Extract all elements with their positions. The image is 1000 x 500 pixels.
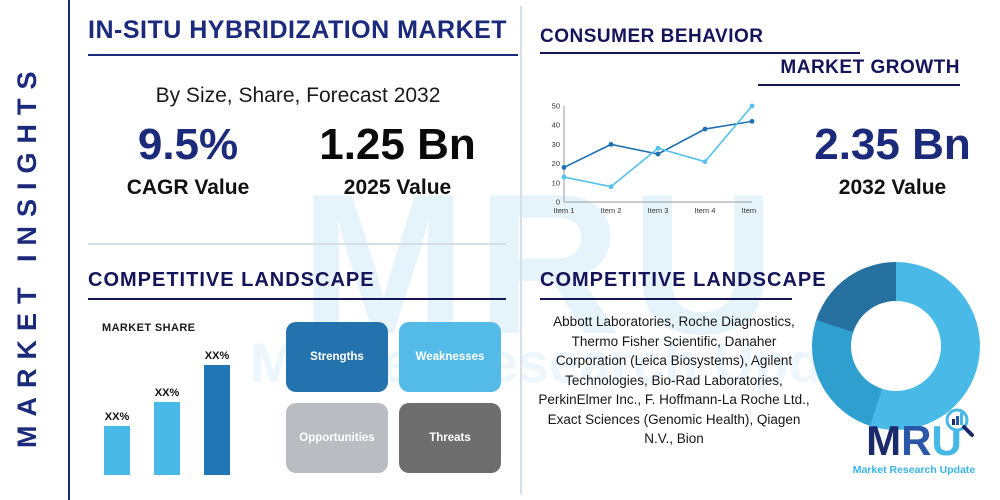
- market-growth-chart: 0 10 20 30 40 50 Item 1 Item 2 Item 3 Item 4 Item …: [552, 102, 757, 216]
- mru-logo-text: MRU: [866, 408, 974, 464]
- svg-text:10: 10: [552, 178, 560, 187]
- side-label-market-insights: MARKET INSIGHTS: [12, 62, 42, 448]
- companies-list: Abbott Laboratories, Roche Diagnostics, …: [538, 314, 810, 447]
- left-accent-line: [68, 0, 70, 500]
- competitive-landscape-left-underline: [88, 298, 506, 300]
- competitive-landscape-right-underline: [540, 298, 792, 300]
- bar-rect: [204, 365, 230, 475]
- cagr-value: 9.5%: [137, 120, 239, 169]
- value-2025-label: 2025 Value: [343, 176, 452, 200]
- swot-cell: Weaknesses: [399, 322, 501, 392]
- svg-text:Item 3: Item 3: [648, 206, 669, 215]
- bar-label: XX%: [204, 350, 230, 362]
- svg-text:Item 1: Item 1: [554, 206, 575, 215]
- svg-text:50: 50: [552, 102, 560, 111]
- swot-cell: Threats: [399, 403, 501, 473]
- market-share-bar: XX%: [204, 350, 230, 475]
- svg-text:Item 4: Item 4: [695, 206, 716, 215]
- page-title: IN-SITU HYBRIDIZATION MARKET: [88, 16, 508, 44]
- svg-text:0: 0: [556, 198, 560, 207]
- donut-hole: [851, 301, 941, 391]
- svg-text:Item 5: Item 5: [742, 206, 757, 215]
- page-subtitle: By Size, Share, Forecast 2032: [155, 84, 441, 107]
- vertical-divider-center: [520, 6, 522, 494]
- logo-tagline: Market Research Update: [852, 464, 976, 476]
- svg-text:30: 30: [552, 140, 560, 149]
- swot-cell: Strengths: [286, 322, 388, 392]
- swot-cell: Opportunities: [286, 403, 388, 473]
- donut-chart: [812, 262, 980, 430]
- market-growth-underline: [758, 84, 960, 86]
- value-2032-stat: 2.35 Bn 2032 Value: [795, 120, 990, 200]
- magnifier-chart-icon: [945, 408, 974, 437]
- svg-text:20: 20: [552, 159, 560, 168]
- horizontal-divider-left: [88, 243, 506, 245]
- market-share-bars: XX% XX% XX%: [104, 340, 264, 475]
- value-2032-label: 2032 Value: [838, 176, 947, 200]
- bar-rect: [104, 426, 130, 475]
- consumer-behavior-underline: [540, 52, 860, 54]
- value-2025-stat: 1.25 Bn 2025 Value: [300, 120, 495, 200]
- value-2032: 2.35 Bn: [814, 120, 971, 169]
- value-2025: 1.25 Bn: [319, 120, 476, 169]
- market-share-title: MARKET SHARE: [102, 322, 196, 334]
- logo-letter-r: R: [901, 417, 932, 464]
- bar-rect: [154, 402, 180, 475]
- swot-grid: Strengths Weaknesses Opportunities Threa…: [286, 322, 501, 473]
- bar-label: XX%: [104, 411, 130, 423]
- market-share-bar: XX%: [154, 387, 180, 475]
- logo-letter-m: M: [866, 417, 902, 464]
- svg-text:40: 40: [552, 121, 560, 130]
- market-share-bar: XX%: [104, 411, 130, 475]
- svg-text:Item 2: Item 2: [601, 206, 622, 215]
- competitive-landscape-right-heading: COMPETITIVE LANDSCAPE: [540, 269, 827, 291]
- mru-logo: MRU Market Research Update: [835, 408, 993, 476]
- title-underline: [88, 54, 518, 56]
- competitive-landscape-left-heading: COMPETITIVE LANDSCAPE: [88, 269, 375, 291]
- cagr-label: CAGR Value: [126, 176, 250, 200]
- cagr-stat: 9.5% CAGR Value: [98, 120, 278, 200]
- market-growth-heading: MARKET GROWTH: [780, 57, 960, 78]
- consumer-behavior-heading: CONSUMER BEHAVIOR: [540, 26, 764, 47]
- bar-label: XX%: [154, 387, 180, 399]
